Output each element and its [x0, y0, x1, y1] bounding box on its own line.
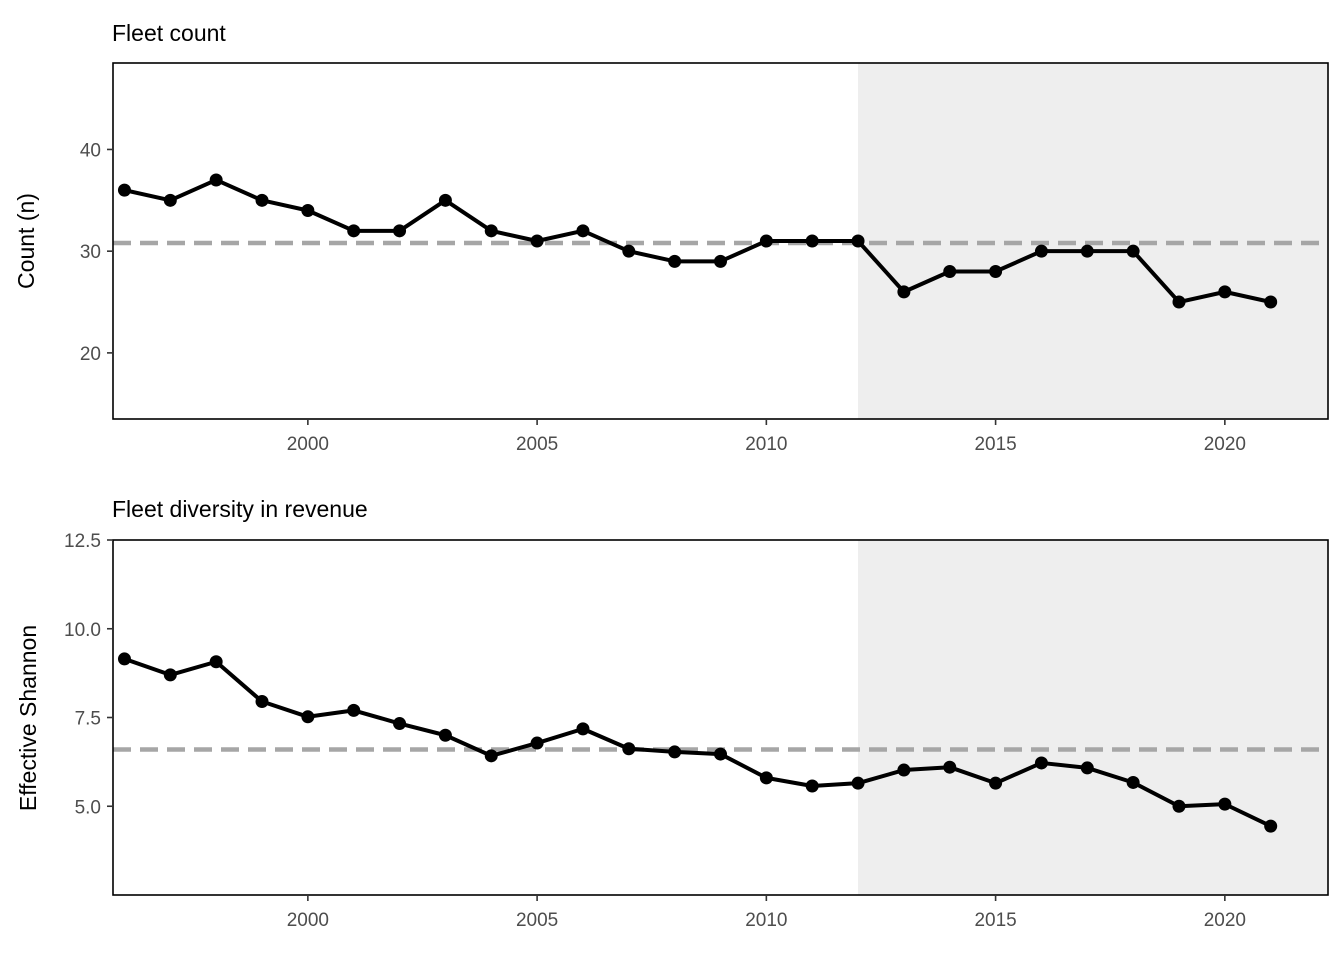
y-tick-label-12.5: 12.5	[64, 531, 101, 552]
data-point-2017	[1080, 761, 1094, 775]
data-point-2020	[1218, 285, 1232, 299]
data-point-2019	[1172, 799, 1186, 813]
panel-title-fleet-diversity: Fleet diversity in revenue	[112, 496, 368, 522]
panel-border	[112, 62, 1329, 420]
x-tick-label-2010: 2010	[745, 910, 787, 931]
data-point-2009	[714, 254, 727, 268]
data-point-2005	[530, 234, 544, 248]
data-point-2001	[347, 703, 361, 717]
data-point-2002	[393, 717, 407, 731]
data-point-2015	[989, 776, 1003, 790]
data-point-1999	[255, 695, 269, 709]
y-tick-label-20: 20	[80, 344, 101, 365]
x-tick-label-2000: 2000	[287, 434, 329, 455]
series-line	[124, 177, 1272, 305]
x-tick-label-2020: 2020	[1204, 434, 1246, 455]
x-tick-label-2010: 2010	[745, 434, 787, 455]
data-point-2021	[1264, 295, 1278, 309]
data-point-1999	[255, 193, 269, 207]
data-point-2005	[530, 736, 544, 750]
data-point-1997	[163, 193, 177, 207]
x-tick-label-2015: 2015	[974, 434, 1016, 455]
data-point-2007	[622, 244, 636, 258]
data-point-2007	[622, 742, 636, 756]
data-point-2008	[668, 254, 682, 268]
data-point-1996	[117, 652, 131, 666]
data-point-2020	[1218, 797, 1232, 811]
data-point-2015	[989, 265, 1003, 279]
data-point-2009	[714, 747, 727, 761]
panel-title-fleet-count: Fleet count	[112, 20, 226, 46]
data-point-2000	[301, 203, 315, 217]
y-tick-label-7.5: 7.5	[75, 709, 101, 730]
data-point-1998	[209, 173, 223, 187]
data-point-2012	[851, 234, 865, 248]
data-point-2003	[438, 193, 452, 207]
data-point-2013	[897, 285, 911, 299]
data-point-2021	[1264, 819, 1278, 833]
panel-fleet-count: Fleet count Count (n) 2000 2005 2010 2015 20…	[13, 20, 1329, 455]
x-tick-label-2015: 2015	[974, 910, 1016, 931]
data-point-2018	[1126, 775, 1140, 789]
data-point-2010	[759, 234, 773, 248]
x-tick-label-2020: 2020	[1204, 910, 1246, 931]
data-point-2002	[393, 224, 407, 238]
series-line	[123, 657, 1272, 828]
data-point-1998	[209, 655, 223, 669]
data-point-2019	[1172, 295, 1186, 309]
data-point-2004	[484, 749, 498, 763]
data-point-2012	[851, 776, 865, 790]
data-point-2006	[576, 224, 590, 238]
data-point-2006	[576, 722, 590, 736]
x-tick-label-2000: 2000	[287, 910, 329, 931]
data-point-2011	[805, 779, 819, 793]
data-point-1997	[163, 668, 177, 682]
data-point-2001	[347, 224, 361, 238]
shaded-period-region	[858, 540, 1328, 895]
data-point-1996	[117, 183, 131, 197]
data-point-2000	[301, 710, 315, 724]
y-tick-label-5.0: 5.0	[75, 797, 101, 818]
data-point-2016	[1034, 756, 1048, 770]
data-point-2010	[759, 771, 773, 785]
data-point-2014	[943, 760, 957, 774]
y-tick-label-40: 40	[80, 140, 101, 161]
panel-fleet-diversity: Fleet diversity in revenue Effective Sha…	[15, 496, 1329, 931]
x-tick-label-2005: 2005	[516, 434, 558, 455]
y-axis-title-count: Count (n)	[13, 193, 39, 289]
data-point-2011	[805, 234, 819, 248]
y-tick-label-30: 30	[80, 242, 101, 263]
data-point-2018	[1126, 244, 1140, 258]
data-point-2003	[438, 728, 452, 742]
y-tick-label-10.0: 10.0	[64, 620, 101, 641]
data-point-2017	[1080, 244, 1094, 258]
data-point-2014	[943, 265, 957, 279]
data-point-2008	[668, 745, 682, 759]
x-tick-label-2005: 2005	[516, 910, 558, 931]
y-axis-title-effective-shannon: Effective Shannon	[15, 625, 41, 811]
data-point-2016	[1034, 244, 1048, 258]
data-point-2004	[484, 224, 498, 238]
data-point-2013	[897, 763, 911, 777]
